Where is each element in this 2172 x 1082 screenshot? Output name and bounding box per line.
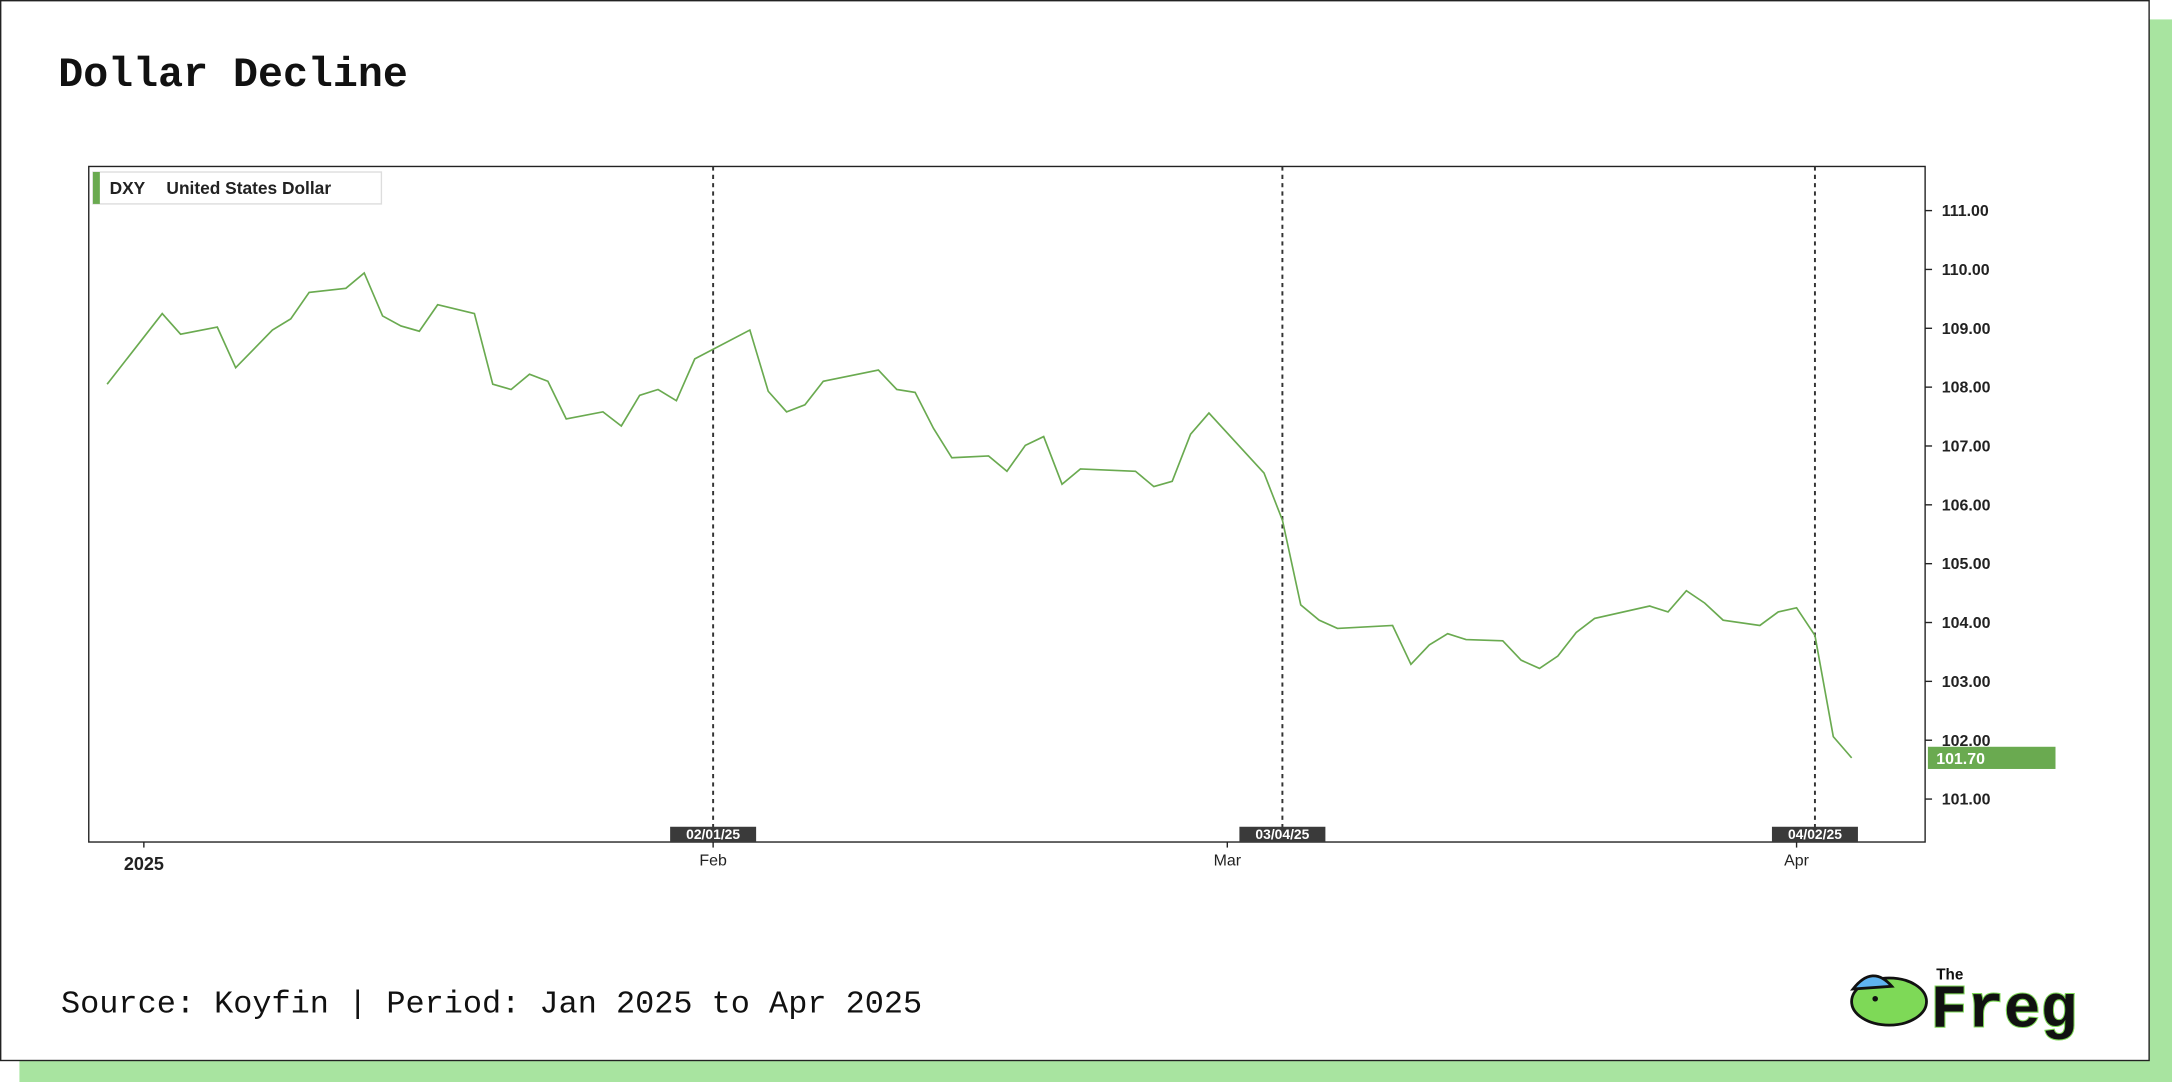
x-tick-label: 2025 (124, 854, 164, 874)
marker-box (670, 826, 757, 843)
logo-big: Freg (1931, 977, 2077, 1046)
marker-label: 04/02/25 (1788, 826, 1842, 842)
x-tick-label: Apr (1784, 853, 1809, 870)
logo-frog (1850, 976, 1928, 1027)
logo-cap (1849, 974, 1895, 991)
y-tick-label: 102.00 (1942, 733, 1991, 750)
x-tick-label: Feb (699, 853, 727, 870)
legend-name: United States Dollar (166, 178, 331, 198)
legend-swatch (92, 172, 100, 204)
legend-ticker: DXY (110, 178, 146, 198)
logo-small: The (1936, 966, 1963, 983)
y-tick-label: 108.00 (1942, 380, 1991, 397)
marker-box (1239, 826, 1326, 843)
logo-eye (1872, 995, 1878, 1002)
marker-box (1771, 826, 1858, 843)
logo: The Freg (1849, 966, 2078, 1047)
last-value-label: 101.70 (1936, 751, 1985, 768)
card (0, 0, 2150, 1062)
y-tick-label: 101.00 (1942, 792, 1991, 809)
x-tick-label: Mar (1214, 853, 1242, 870)
last-value-box (1927, 746, 2056, 769)
marker-label: 02/01/25 (686, 826, 740, 842)
y-tick-label: 110.00 (1942, 262, 1990, 279)
marker-label: 03/04/25 (1255, 826, 1309, 842)
source-note: Source: Koyfin | Period: Jan 2025 to Apr… (61, 986, 922, 1023)
y-tick-label: 107.00 (1942, 439, 1991, 456)
y-tick-label: 103.00 (1942, 674, 1991, 691)
y-tick-label: 109.00 (1942, 321, 1991, 338)
y-tick-label: 104.00 (1942, 615, 1991, 632)
y-tick-label: 106.00 (1942, 497, 1991, 514)
chart-title: Dollar Decline (58, 52, 408, 99)
series-line (106, 271, 1853, 759)
y-tick-label: 111.00 (1942, 203, 1989, 220)
y-tick-label: 105.00 (1942, 556, 1991, 573)
